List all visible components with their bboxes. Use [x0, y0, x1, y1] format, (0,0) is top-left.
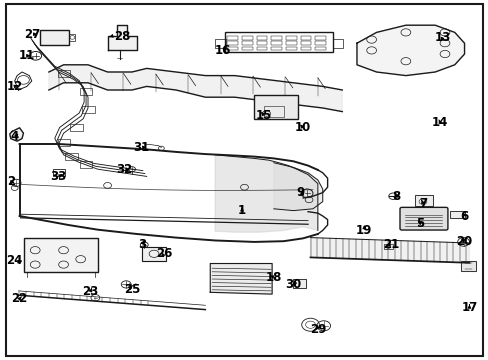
Polygon shape	[460, 261, 475, 271]
Bar	[285, 41, 296, 45]
Polygon shape	[356, 25, 464, 76]
Bar	[271, 41, 282, 45]
Bar	[271, 36, 282, 40]
Bar	[227, 47, 238, 50]
Bar	[69, 34, 75, 41]
Bar	[383, 244, 392, 249]
Bar	[242, 41, 252, 45]
Bar	[285, 36, 296, 40]
Polygon shape	[210, 264, 271, 294]
Text: 4: 4	[11, 130, 19, 143]
Bar	[300, 36, 311, 40]
Text: 28: 28	[114, 30, 130, 42]
Bar	[215, 39, 225, 48]
Bar	[65, 153, 78, 160]
Polygon shape	[449, 211, 464, 218]
Bar	[224, 32, 332, 52]
Polygon shape	[142, 247, 166, 261]
Polygon shape	[49, 65, 342, 112]
Bar	[242, 36, 252, 40]
Text: 7: 7	[418, 197, 426, 210]
Text: 2: 2	[7, 175, 15, 188]
Bar	[227, 41, 238, 45]
Polygon shape	[215, 155, 317, 232]
Bar	[414, 195, 432, 206]
Bar	[315, 36, 325, 40]
Bar	[271, 47, 282, 50]
Text: 22: 22	[11, 292, 28, 305]
Text: 31: 31	[133, 141, 150, 154]
Bar	[53, 169, 64, 176]
Polygon shape	[310, 238, 468, 263]
Text: 27: 27	[23, 28, 40, 41]
Text: 13: 13	[433, 31, 450, 44]
Bar	[300, 41, 311, 45]
Text: 26: 26	[155, 247, 172, 260]
Text: 30: 30	[285, 278, 301, 291]
Bar	[24, 238, 98, 272]
Bar	[264, 106, 283, 117]
Text: 14: 14	[431, 116, 447, 129]
Bar	[70, 124, 82, 131]
Bar	[293, 279, 305, 288]
Text: 10: 10	[294, 121, 311, 134]
FancyBboxPatch shape	[399, 207, 447, 230]
Bar	[58, 70, 70, 77]
Bar	[256, 41, 267, 45]
Text: 11: 11	[19, 49, 35, 62]
Polygon shape	[293, 279, 305, 288]
Bar	[300, 47, 311, 50]
Text: 25: 25	[123, 283, 140, 296]
Bar	[449, 211, 464, 218]
Text: 24: 24	[6, 255, 23, 267]
Text: 23: 23	[82, 285, 99, 298]
Polygon shape	[414, 195, 432, 206]
Polygon shape	[273, 163, 322, 211]
Bar	[256, 47, 267, 50]
Text: 20: 20	[455, 235, 472, 248]
Bar	[256, 36, 267, 40]
Text: 1: 1	[238, 204, 245, 217]
Bar	[242, 47, 252, 50]
Text: 3: 3	[138, 238, 145, 251]
Polygon shape	[107, 25, 137, 50]
Polygon shape	[24, 238, 98, 272]
Text: 33: 33	[50, 170, 67, 183]
Bar	[82, 106, 95, 113]
Text: 12: 12	[6, 80, 23, 93]
Text: 9: 9	[296, 186, 304, 199]
Polygon shape	[40, 30, 69, 45]
Bar	[40, 30, 69, 45]
Text: 29: 29	[309, 323, 325, 336]
Polygon shape	[10, 128, 23, 141]
Bar	[254, 95, 298, 119]
Bar	[58, 139, 70, 146]
Text: 16: 16	[214, 44, 230, 57]
Bar	[142, 247, 166, 261]
Text: 15: 15	[255, 109, 272, 122]
Bar	[227, 36, 238, 40]
Bar	[332, 39, 343, 48]
Bar	[315, 47, 325, 50]
Text: 5: 5	[416, 217, 424, 230]
Bar	[315, 41, 325, 45]
Text: 21: 21	[382, 238, 399, 251]
Text: 32: 32	[116, 163, 133, 176]
Bar	[285, 47, 296, 50]
Bar	[460, 261, 475, 271]
Bar	[80, 161, 92, 168]
Text: 6: 6	[460, 210, 468, 222]
Bar	[80, 88, 92, 95]
Text: 18: 18	[265, 271, 282, 284]
Text: 19: 19	[355, 224, 372, 237]
Text: 8: 8	[391, 190, 399, 203]
Text: 17: 17	[460, 301, 477, 314]
